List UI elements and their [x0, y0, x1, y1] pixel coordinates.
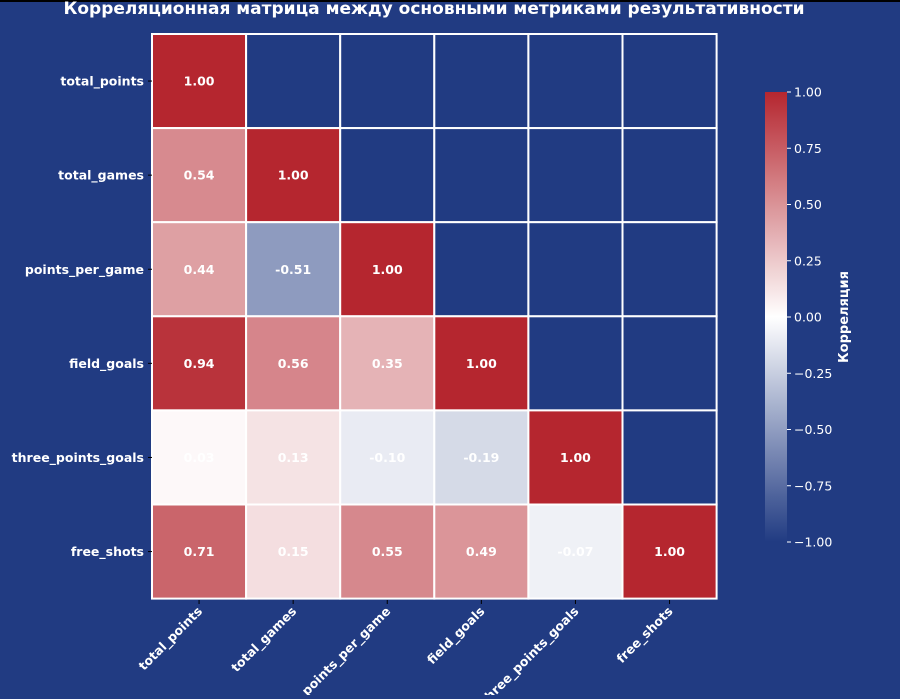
- colorbar: [765, 92, 787, 542]
- masked-cell: [527, 127, 624, 224]
- masked-cell: [527, 315, 624, 412]
- colorbar-tick-label: 0.25: [794, 253, 822, 268]
- colorbar-tick-label: −0.75: [794, 478, 832, 493]
- y-tick-label: total_points: [60, 74, 144, 90]
- y-tick-label: total_games: [58, 168, 144, 184]
- cell-value-label: -0.19: [463, 450, 499, 465]
- masked-cell: [339, 127, 436, 224]
- colorbar-label: Корреляция: [837, 271, 852, 363]
- colorbar-tick-label: 0.75: [794, 141, 822, 156]
- masked-cell: [527, 33, 624, 130]
- cell-value-label: 1.00: [560, 450, 591, 465]
- heatmap-cell: [151, 127, 248, 224]
- cell-value-label: 1.00: [184, 74, 215, 89]
- masked-cell: [433, 127, 530, 224]
- y-tick-label: free_shots: [71, 544, 144, 560]
- cell-value-label: 1.00: [466, 356, 497, 371]
- cell-value-label: 0.15: [278, 544, 309, 559]
- heatmap-cell: [433, 503, 530, 600]
- x-tick-label: total_games: [228, 604, 300, 676]
- x-tick-label: field_goals: [424, 604, 488, 668]
- heatmap-cell: [339, 503, 436, 600]
- cell-value-label: 0.55: [372, 544, 403, 559]
- cell-value-label: 0.44: [184, 262, 215, 277]
- cell-value-label: 0.54: [184, 168, 215, 183]
- masked-cell: [621, 409, 718, 506]
- masked-cell: [433, 221, 530, 318]
- colorbar-tick-label: 0.50: [794, 197, 822, 212]
- chart-title: Корреляционная матрица между основными м…: [63, 0, 804, 19]
- cell-value-label: 0.03: [184, 450, 215, 465]
- colorbar-tick-label: −1.00: [794, 535, 832, 550]
- heatmap-cell: [527, 409, 624, 506]
- colorbar-tick-label: −0.50: [794, 422, 832, 437]
- heatmap-cell: [433, 315, 530, 412]
- cell-value-label: 0.56: [278, 356, 309, 371]
- cell-value-label: 0.49: [466, 544, 497, 559]
- masked-cell: [339, 33, 436, 130]
- x-tick-label: points_per_game: [299, 604, 395, 695]
- cell-value-label: 1.00: [654, 544, 685, 559]
- heatmap-cell: [339, 315, 436, 412]
- cell-value-label: 1.00: [372, 262, 403, 277]
- heatmap-cell: [339, 409, 436, 506]
- masked-cell: [527, 221, 624, 318]
- colorbar-tick-label: 1.00: [794, 85, 822, 100]
- y-tick-label: points_per_game: [25, 262, 144, 278]
- masked-cell: [621, 127, 718, 224]
- cell-value-label: 0.94: [184, 356, 215, 371]
- cell-value-label: 0.13: [278, 450, 309, 465]
- colorbar-tick-label: −0.25: [794, 366, 832, 381]
- masked-cell: [245, 33, 342, 130]
- cell-value-label: 0.71: [184, 544, 215, 559]
- y-tick-label: three_points_goals: [12, 450, 144, 466]
- heatmap-cell: [527, 503, 624, 600]
- cell-value-label: 1.00: [278, 168, 309, 183]
- masked-cell: [621, 221, 718, 318]
- heatmap-cell: [245, 315, 342, 412]
- heatmap-cell: [245, 503, 342, 600]
- cell-value-label: -0.51: [275, 262, 311, 277]
- x-tick-label: three_points_goals: [477, 604, 582, 695]
- colorbar-tick-label: 0.00: [794, 310, 822, 325]
- heatmap-cell: [621, 503, 718, 600]
- x-tick-label: free_shots: [613, 604, 676, 667]
- cell-value-label: -0.07: [557, 544, 593, 559]
- masked-cell: [621, 33, 718, 130]
- cell-value-label: 0.35: [372, 356, 403, 371]
- x-tick-label: total_points: [135, 604, 205, 674]
- y-tick-label: field_goals: [69, 356, 144, 372]
- cell-value-label: -0.10: [369, 450, 405, 465]
- masked-cell: [433, 33, 530, 130]
- masked-cell: [621, 315, 718, 412]
